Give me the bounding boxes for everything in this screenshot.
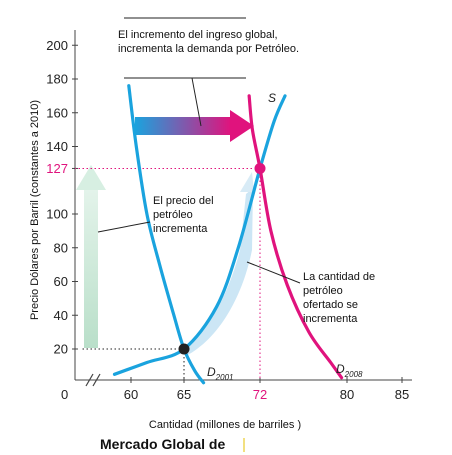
price-line-1: El precio del [153,195,214,207]
quantity-line-1: La cantidad de [303,271,375,283]
label-d2008-main: D [336,362,345,376]
quantity-leader [246,261,301,284]
income-line-1: El incremento del ingreso global, [118,29,278,41]
demand-shift-arrow [135,110,254,142]
price-increase-arrow [76,165,106,348]
x-tick-label: 60 [124,387,138,402]
quantity-line-3: ofertado se [303,299,358,311]
y-tick-label: 140 [46,139,68,154]
x-axis-label: Cantidad (millones de barriles ) [149,419,301,431]
income-leader [191,77,202,127]
origin-label: 0 [61,387,68,402]
y-tick-label: 127 [46,161,68,176]
price-leader [97,221,151,233]
y-ticks: 20 40 60 80 100 127 140 160 180 200 [46,38,78,357]
label-s: S [268,91,276,105]
y-tick-label: 100 [46,207,68,222]
curve-d2008 [247,94,344,380]
y-axis-label: Precio Dólares por Barril (constantes a … [29,100,41,320]
curves [112,84,344,385]
y-tick-label: 200 [46,38,68,53]
quantity-line-4: incrementa [303,313,358,325]
equilibrium-point-1 [178,343,190,355]
label-d2008-sub: 2008 [344,370,363,379]
y-tick-label: 60 [54,274,68,289]
curve-d2001 [127,84,206,385]
y-tick-label: 80 [54,240,68,255]
x-tick-label: 85 [395,387,409,402]
quantity-increase-arrowhead [240,172,254,192]
curve-s [112,94,287,376]
y-tick-label: 160 [46,105,68,120]
label-d2001: D2001 [207,365,233,382]
y-tick-label: 180 [46,72,68,87]
income-line-2: incrementa la demanda por Petróleo. [118,43,299,55]
chart-title: Mercado Global de [100,436,225,452]
x-tick-label: 72 [253,387,267,402]
label-d2008: D2008 [336,362,363,379]
label-d2001-main: D [207,365,216,379]
x-tick-label: 65 [177,387,191,402]
price-line-2: petróleo [153,209,193,221]
axis-break [85,373,101,387]
x-ticks: 60 65 72 80 85 [124,377,409,402]
equilibrium-points [178,162,266,355]
y-tick-label: 20 [54,342,68,357]
y-tick-label: 40 [54,308,68,323]
price-annotation: El precio del petróleo incrementa [153,195,217,235]
quantity-increase-band [183,188,253,356]
quantity-annotation: La cantidad de petróleo ofertado se incr… [303,271,378,325]
x-tick-label: 80 [340,387,354,402]
price-line-3: incrementa [153,223,208,235]
label-d2001-sub: 2001 [215,373,234,382]
income-annotation: El incremento del ingreso global, increm… [118,29,299,55]
quantity-line-2: petróleo [303,285,343,297]
equilibrium-point-2 [254,162,266,174]
